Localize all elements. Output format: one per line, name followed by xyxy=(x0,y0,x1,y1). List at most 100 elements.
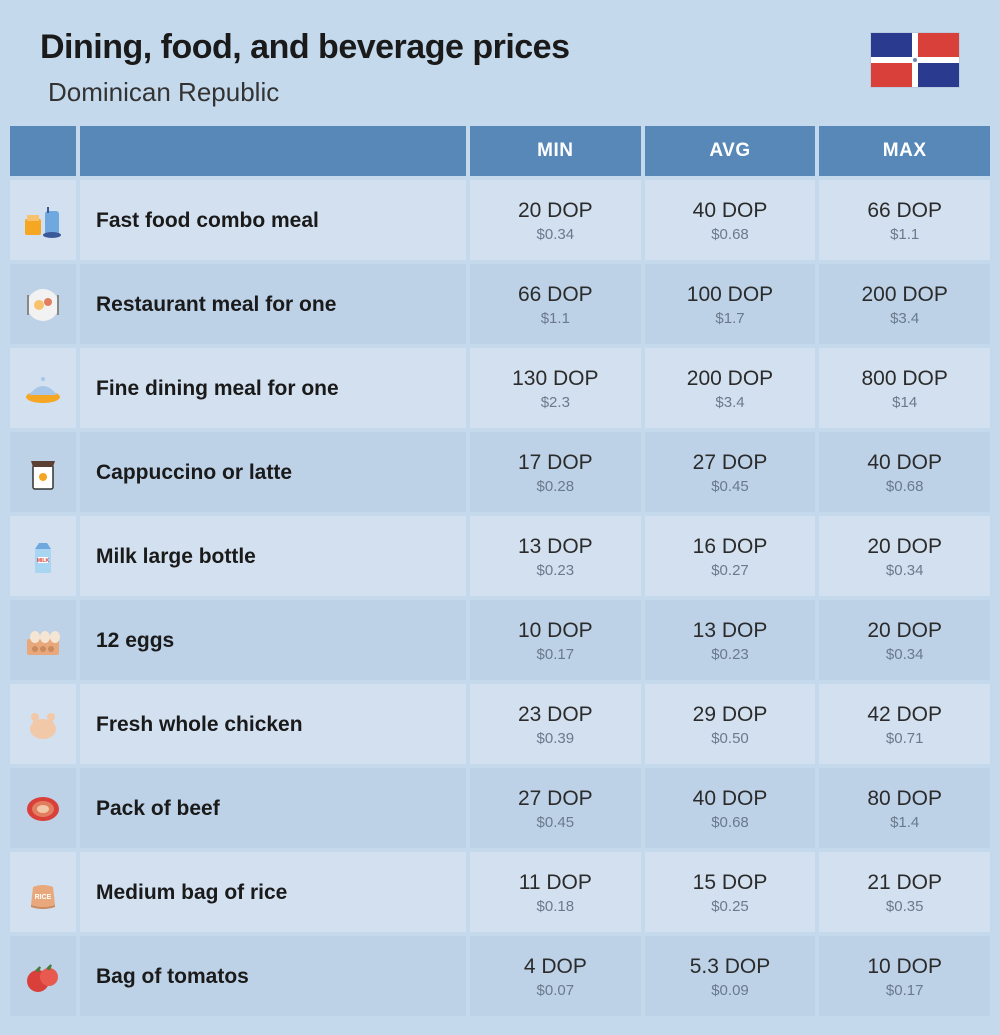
avg-dop: 200 DOP xyxy=(687,367,773,391)
avg-cell: 27 DOP $0.45 xyxy=(645,432,816,512)
avg-usd: $0.27 xyxy=(711,562,749,579)
max-usd: $0.34 xyxy=(886,562,924,579)
table-row: Fast food combo meal 20 DOP $0.34 40 DOP $0.… xyxy=(10,180,990,260)
avg-usd: $0.68 xyxy=(711,814,749,831)
table-row: Bag of tomatos4 DOP$0.075.3 DOP$0.0910 D… xyxy=(10,936,990,1016)
avg-dop: 15 DOP xyxy=(693,871,768,895)
min-usd: $0.28 xyxy=(537,478,575,495)
max-dop: 42 DOP xyxy=(867,703,942,727)
item-label: Fresh whole chicken xyxy=(80,684,466,764)
max-dop: 20 DOP xyxy=(867,535,942,559)
restaurant-meal-icon xyxy=(10,264,76,344)
max-dop: 80 DOP xyxy=(867,787,942,811)
avg-usd: $1.7 xyxy=(715,310,744,327)
min-usd: $0.17 xyxy=(537,646,575,663)
max-dop: 200 DOP xyxy=(861,283,947,307)
item-label: Fast food combo meal xyxy=(80,180,466,260)
item-label: Cappuccino or latte xyxy=(80,432,466,512)
min-cell: 13 DOP$0.23 xyxy=(470,516,641,596)
max-usd: $0.34 xyxy=(886,646,924,663)
item-label: Pack of beef xyxy=(80,768,466,848)
avg-dop: 40 DOP xyxy=(693,199,768,223)
avg-usd: $0.09 xyxy=(711,982,749,999)
min-usd: $1.1 xyxy=(541,310,570,327)
max-cell: 200 DOP $3.4 xyxy=(819,264,990,344)
chicken-icon xyxy=(10,684,76,764)
avg-usd: $0.68 xyxy=(711,226,749,243)
rice-icon xyxy=(10,852,76,932)
min-usd: $0.18 xyxy=(537,898,575,915)
min-usd: $2.3 xyxy=(541,394,570,411)
min-cell: 27 DOP $0.45 xyxy=(470,768,641,848)
th-avg: AVG xyxy=(645,126,816,176)
item-label: Fine dining meal for one xyxy=(80,348,466,428)
table-row: Milk large bottle13 DOP$0.2316 DOP$0.272… xyxy=(10,516,990,596)
max-usd: $1.4 xyxy=(890,814,919,831)
item-label: 12 eggs xyxy=(80,600,466,680)
table-row: Fresh whole chicken23 DOP$0.3929 DOP$0.5… xyxy=(10,684,990,764)
min-dop: 130 DOP xyxy=(512,367,598,391)
min-cell: 17 DOP $0.28 xyxy=(470,432,641,512)
table-row: Medium bag of rice 11 DOP $0.18 15 DOP $0.25… xyxy=(10,852,990,932)
max-usd: $0.17 xyxy=(886,982,924,999)
min-dop: 11 DOP xyxy=(519,871,592,895)
min-dop: 17 DOP xyxy=(518,451,593,475)
min-usd: $0.07 xyxy=(537,982,575,999)
max-usd: $3.4 xyxy=(890,310,919,327)
max-usd: $0.71 xyxy=(886,730,924,747)
eggs-icon xyxy=(10,600,76,680)
max-dop: 40 DOP xyxy=(867,451,942,475)
max-usd: $0.68 xyxy=(886,478,924,495)
max-usd: $14 xyxy=(892,394,917,411)
table-body: Fast food combo meal 20 DOP $0.34 40 DOP $0.… xyxy=(0,180,1000,1016)
min-usd: $0.34 xyxy=(537,226,575,243)
table-header: MIN AVG MAX xyxy=(0,126,1000,176)
min-dop: 4 DOP xyxy=(524,955,587,979)
page-title: Dining, food, and beverage prices xyxy=(40,28,870,67)
avg-usd: $0.45 xyxy=(711,478,749,495)
min-dop: 20 DOP xyxy=(518,199,593,223)
max-cell: 21 DOP $0.35 xyxy=(819,852,990,932)
milk-icon xyxy=(10,516,76,596)
fine-dining-icon xyxy=(10,348,76,428)
min-dop: 66 DOP xyxy=(518,283,593,307)
max-usd: $1.1 xyxy=(890,226,919,243)
min-cell: 20 DOP $0.34 xyxy=(470,180,641,260)
th-blank-icon xyxy=(10,126,76,176)
item-label: Medium bag of rice xyxy=(80,852,466,932)
avg-usd: $0.50 xyxy=(711,730,749,747)
avg-cell: 29 DOP$0.50 xyxy=(645,684,816,764)
th-max: MAX xyxy=(819,126,990,176)
min-dop: 10 DOP xyxy=(518,619,593,643)
min-cell: 4 DOP $0.07 xyxy=(470,936,641,1016)
max-usd: $0.35 xyxy=(886,898,924,915)
avg-dop: 40 DOP xyxy=(693,787,768,811)
table-row: Fine dining meal for one 130 DOP $2.3 200 D… xyxy=(10,348,990,428)
avg-dop: 27 DOP xyxy=(693,451,768,475)
min-dop: 23 DOP xyxy=(518,703,593,727)
max-cell: 80 DOP $1.4 xyxy=(819,768,990,848)
fast-food-icon xyxy=(10,180,76,260)
avg-cell: 40 DOP $0.68 xyxy=(645,768,816,848)
max-cell: 20 DOP$0.34 xyxy=(819,600,990,680)
coffee-icon xyxy=(10,432,76,512)
avg-cell: 100 DOP$1.7 xyxy=(645,264,816,344)
min-cell: 23 DOP$0.39 xyxy=(470,684,641,764)
avg-cell: 13 DOP$0.23 xyxy=(645,600,816,680)
min-cell: 66 DOP $1.1 xyxy=(470,264,641,344)
avg-cell: 200 DOP$3.4 xyxy=(645,348,816,428)
max-cell: 10 DOP$0.17 xyxy=(819,936,990,1016)
max-cell: 42 DOP $0.71 xyxy=(819,684,990,764)
tomato-icon xyxy=(10,936,76,1016)
min-dop: 27 DOP xyxy=(518,787,593,811)
th-min: MIN xyxy=(470,126,641,176)
avg-dop: 5.3 DOP xyxy=(690,955,771,979)
avg-usd: $0.25 xyxy=(711,898,749,915)
min-usd: $0.45 xyxy=(537,814,575,831)
min-cell: 11 DOP $0.18 xyxy=(470,852,641,932)
min-cell: 130 DOP $2.3 xyxy=(470,348,641,428)
max-cell: 40 DOP $0.68 xyxy=(819,432,990,512)
avg-cell: 16 DOP$0.27 xyxy=(645,516,816,596)
max-dop: 21 DOP xyxy=(867,871,942,895)
table-row: Restaurant meal for one66 DOP$1.1100 DOP… xyxy=(10,264,990,344)
